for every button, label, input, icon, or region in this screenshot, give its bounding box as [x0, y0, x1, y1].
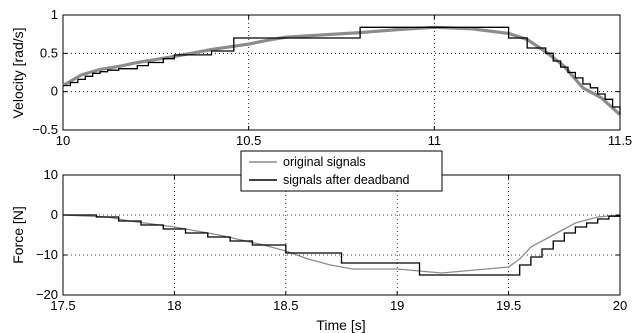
y-tick-label: −20: [36, 287, 58, 302]
force-plot-frame: [63, 175, 620, 295]
force-x-axis-label: Time [s]: [316, 317, 365, 333]
legend-label-deadband: signals after deadband: [283, 173, 410, 187]
x-tick-label: 18.5: [273, 298, 298, 313]
force-y-axis-label: Force [N]: [10, 206, 26, 264]
y-tick-label: −10: [36, 247, 58, 262]
y-tick-label: 1: [51, 7, 58, 22]
x-tick-label: 10.5: [236, 133, 261, 148]
y-tick-label: 0: [51, 207, 58, 222]
y-tick-label: 10: [44, 167, 58, 182]
x-tick-label: 20: [613, 298, 627, 313]
y-tick-label: 0.5: [40, 45, 58, 60]
legend-label-original: original signals: [283, 155, 366, 169]
x-tick-label: 11.5: [608, 133, 632, 148]
velocity-y-axis-label: Velocity [rad/s]: [10, 27, 26, 118]
velocity-panel: 10 10.5 11 11.5−0.500.51 Velocity [rad/s]: [10, 7, 632, 148]
y-tick-label: 0: [51, 84, 58, 99]
legend: original signals signals after deadband: [241, 151, 442, 191]
y-tick-label: −0.5: [32, 122, 58, 137]
x-tick-label: 19.5: [496, 298, 521, 313]
x-tick-label: 11: [428, 133, 442, 148]
x-tick-label: 18: [167, 298, 181, 313]
x-tick-label: 19: [390, 298, 404, 313]
